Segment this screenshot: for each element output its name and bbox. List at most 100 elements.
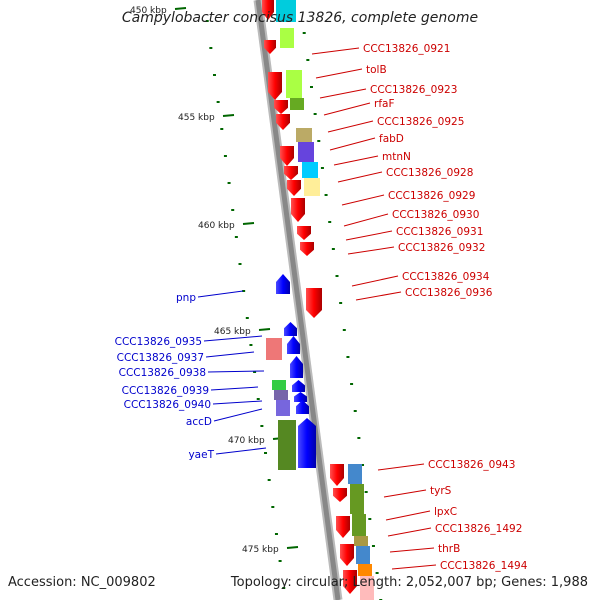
tick-left [274, 533, 278, 535]
tick-right [368, 518, 372, 520]
tick-left [260, 425, 264, 427]
reverse-gene [290, 356, 303, 378]
gene-label-reverse: yaeT [188, 449, 214, 461]
gene-label-forward: CCC13826_0934 [402, 271, 490, 283]
tick-right [313, 113, 317, 115]
cog-block [350, 484, 364, 514]
forward-gene [340, 544, 354, 566]
gene-label-forward: lpxC [434, 506, 457, 518]
tick-left [271, 506, 275, 508]
forward-gene [333, 488, 347, 502]
tick-right [357, 437, 361, 439]
kbp-tick [174, 7, 187, 10]
label-connector [203, 335, 263, 342]
tick-right [335, 275, 339, 277]
cog-block [296, 128, 312, 142]
cog-block [352, 514, 366, 536]
forward-gene [268, 72, 282, 100]
gene-label-forward: fabD [379, 133, 404, 145]
tick-right [350, 383, 354, 385]
kbp-label: 465 kbp [214, 327, 251, 337]
reverse-gene [294, 392, 307, 402]
label-connector [212, 400, 263, 405]
gene-label-forward: CCC13826_0921 [363, 43, 450, 55]
cog-block [274, 390, 288, 400]
kbp-label: 455 kbp [178, 113, 215, 123]
tick-left [231, 209, 235, 211]
cog-block [278, 420, 296, 470]
kbp-label: 470 kbp [228, 436, 265, 446]
gene-label-forward: thrB [438, 543, 460, 555]
gene-label-reverse: pnp [176, 292, 196, 304]
cog-block [348, 464, 362, 484]
forward-gene [287, 180, 301, 196]
reverse-gene [287, 336, 300, 354]
tick-right [339, 302, 343, 304]
tick-left [234, 236, 238, 238]
gene-label-reverse: accD [186, 416, 212, 428]
label-connector [385, 510, 431, 521]
label-connector [383, 489, 427, 498]
tick-left [216, 101, 220, 103]
tick-right [342, 329, 346, 331]
label-connector [205, 351, 255, 358]
cog-block [354, 536, 368, 546]
tick-right [331, 248, 335, 250]
reverse-gene [292, 380, 305, 392]
forward-gene [284, 166, 298, 180]
tick-right [361, 464, 365, 466]
label-connector [333, 155, 379, 166]
tick-right [353, 410, 357, 412]
tick-left [205, 20, 209, 22]
forward-gene [276, 114, 290, 130]
gene-label-reverse: CCC13826_0940 [124, 399, 211, 411]
label-connector [319, 88, 367, 99]
kbp-label: 450 kbp [130, 6, 167, 16]
label-connector [315, 68, 363, 79]
label-connector [215, 447, 267, 455]
reverse-gene [284, 322, 297, 336]
gene-label-forward: CCC13826_1494 [440, 560, 528, 572]
tick-left [264, 452, 268, 454]
forward-gene [262, 0, 274, 20]
gene-label-forward: CCC13826_0943 [428, 459, 515, 471]
cog-block [286, 70, 302, 98]
backbone-line [255, 0, 341, 601]
cog-block [360, 576, 374, 600]
cog-block [272, 380, 286, 390]
tick-left [227, 182, 231, 184]
tick-right [317, 140, 321, 142]
tick-right [306, 59, 310, 61]
tick-right [309, 86, 313, 88]
tick-left [242, 290, 246, 292]
tick-right [364, 491, 368, 493]
page-title: Campylobacter concisus 13826, complete g… [121, 10, 479, 26]
forward-gene [336, 516, 350, 538]
forward-gene [291, 198, 305, 222]
tick-left [249, 344, 253, 346]
label-connector [329, 137, 376, 151]
tick-left [245, 317, 249, 319]
reverse-gene [298, 418, 316, 468]
cog-block [304, 178, 320, 196]
gene-label-reverse: CCC13826_0935 [115, 336, 202, 348]
gene-label-forward: tolB [366, 64, 387, 76]
forward-gene [330, 464, 344, 486]
label-connector [197, 290, 244, 298]
cog-block [290, 98, 304, 110]
cog-block [276, 0, 296, 22]
gene-label-forward: CCC13826_0929 [388, 190, 475, 202]
gene-label-forward: CCC13826_1492 [435, 523, 522, 535]
label-connector [323, 102, 371, 116]
cog-block [276, 400, 290, 416]
gene-label-forward: CCC13826_0930 [392, 209, 479, 221]
label-connector [343, 213, 389, 227]
gene-label-forward: CCC13826_0936 [405, 287, 493, 299]
kbp-tick [286, 546, 299, 549]
kbp-tick [258, 328, 271, 331]
label-connector [327, 120, 374, 133]
label-connector [347, 246, 395, 255]
gene-label-forward: CCC13826_0925 [377, 116, 464, 128]
